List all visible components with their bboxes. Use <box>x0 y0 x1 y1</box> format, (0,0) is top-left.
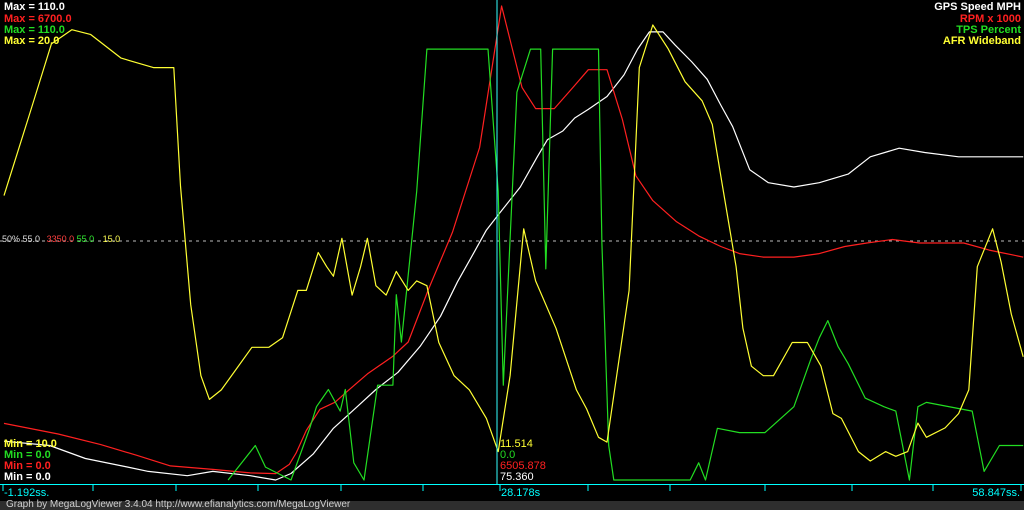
legend-rpm[interactable]: RPM x 1000 <box>959 13 1021 25</box>
footer-text: Graph by MegaLogViewer 3.4.04 http://www… <box>6 499 351 510</box>
x-label-cursor: 28.178s <box>501 487 541 499</box>
chart-lines <box>3 5 1024 481</box>
x-axis-ticks <box>2 485 1022 491</box>
log-chart[interactable] <box>0 0 1024 484</box>
series-line-rpm-x-1000 <box>3 5 1024 475</box>
max-label-afr: Max = 20.0 <box>4 35 60 47</box>
x-label-end: 58.847ss. <box>972 487 1020 499</box>
cursor-value-tps: 0.0 <box>500 449 516 461</box>
cursor-value-speed: 75.360 <box>500 471 534 483</box>
max-label-tps: Max = 110.0 <box>4 24 65 36</box>
cursor-value-afr: 11.514 <box>500 438 533 450</box>
series-line-tps-percent <box>227 48 1024 481</box>
midline-readout: 50% 55.0 3350.0 55.0 15.0 <box>2 234 120 244</box>
midline-pct: 50% <box>2 234 21 244</box>
legend-afr[interactable]: AFR Wideband <box>942 35 1021 47</box>
min-label-speed: Min = 0.0 <box>4 471 51 483</box>
legend-tps[interactable]: TPS Percent <box>956 24 1021 36</box>
midline-rpm: 3350.0 <box>46 234 75 244</box>
x-axis-bar[interactable] <box>0 484 1024 503</box>
max-label-rpm: Max = 6700.0 <box>4 13 72 25</box>
midline-speed: 55.0 <box>22 234 41 244</box>
min-label-afr: Min = 10.0 <box>4 438 57 450</box>
x-label-start: -1.192ss. <box>4 487 50 499</box>
series-line-afr-wideband <box>3 24 1024 462</box>
min-label-tps: Min = 0.0 <box>4 449 51 461</box>
legend-speed[interactable]: GPS Speed MPH <box>934 1 1021 13</box>
min-label-rpm: Min = 0.0 <box>4 460 51 472</box>
cursor-value-rpm: 6505.878 <box>500 460 546 472</box>
midline-tps: 55.0 <box>76 234 95 244</box>
series-line-gps-speed-mph <box>3 31 1024 481</box>
max-label-speed: Max = 110.0 <box>4 1 65 13</box>
midline-afr: 15.0 <box>102 234 121 244</box>
footer-bar: Graph by MegaLogViewer 3.4.04 http://www… <box>0 499 1024 510</box>
